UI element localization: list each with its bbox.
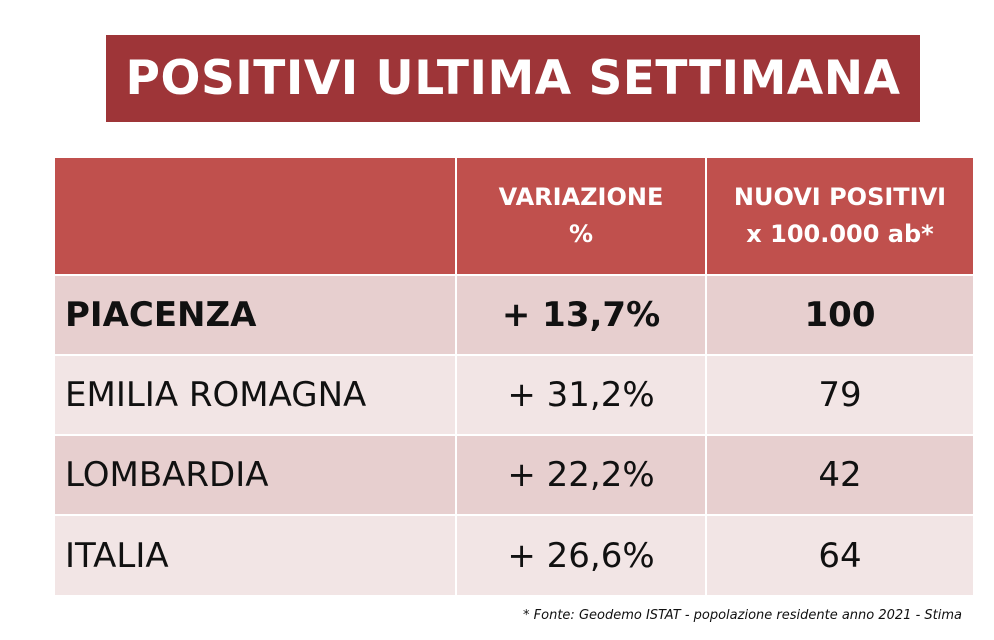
row-name-lombardia: LOMBARDIA xyxy=(55,436,455,514)
row-name-italia: ITALIA xyxy=(55,516,455,595)
row-nuovi-lombardia: 42 xyxy=(707,436,973,514)
table-header-empty xyxy=(55,158,455,274)
row-nuovi-piacenza: 100 xyxy=(707,276,973,354)
header-nuovi-line2: x 100.000 ab* xyxy=(746,220,934,248)
page-title: POSITIVI ULTIMA SETTIMANA xyxy=(125,51,901,106)
source-footnote: * Fonte: Geodemo ISTAT - popolazione res… xyxy=(523,608,962,623)
title-banner: POSITIVI ULTIMA SETTIMANA xyxy=(106,35,920,122)
data-table: VARIAZIONE % NUOVI POSITIVI x 100.000 ab… xyxy=(55,158,973,595)
row-nuovi-italia: 64 xyxy=(707,516,973,595)
row-variazione-piacenza: + 13,7% xyxy=(457,276,705,354)
row-nuovi-emilia-romagna: 79 xyxy=(707,356,973,434)
row-variazione-lombardia: + 22,2% xyxy=(457,436,705,514)
row-name-piacenza: PIACENZA xyxy=(55,276,455,354)
header-variazione-line1: VARIAZIONE xyxy=(498,183,664,211)
table-header-variazione: VARIAZIONE % xyxy=(457,158,705,274)
row-variazione-italia: + 26,6% xyxy=(457,516,705,595)
row-variazione-emilia-romagna: + 31,2% xyxy=(457,356,705,434)
header-nuovi-line1: NUOVI POSITIVI xyxy=(733,183,947,211)
row-name-emilia-romagna: EMILIA ROMAGNA xyxy=(55,356,455,434)
header-variazione-line2: % xyxy=(568,220,594,248)
table-header-nuovi-positivi: NUOVI POSITIVI x 100.000 ab* xyxy=(707,158,973,274)
